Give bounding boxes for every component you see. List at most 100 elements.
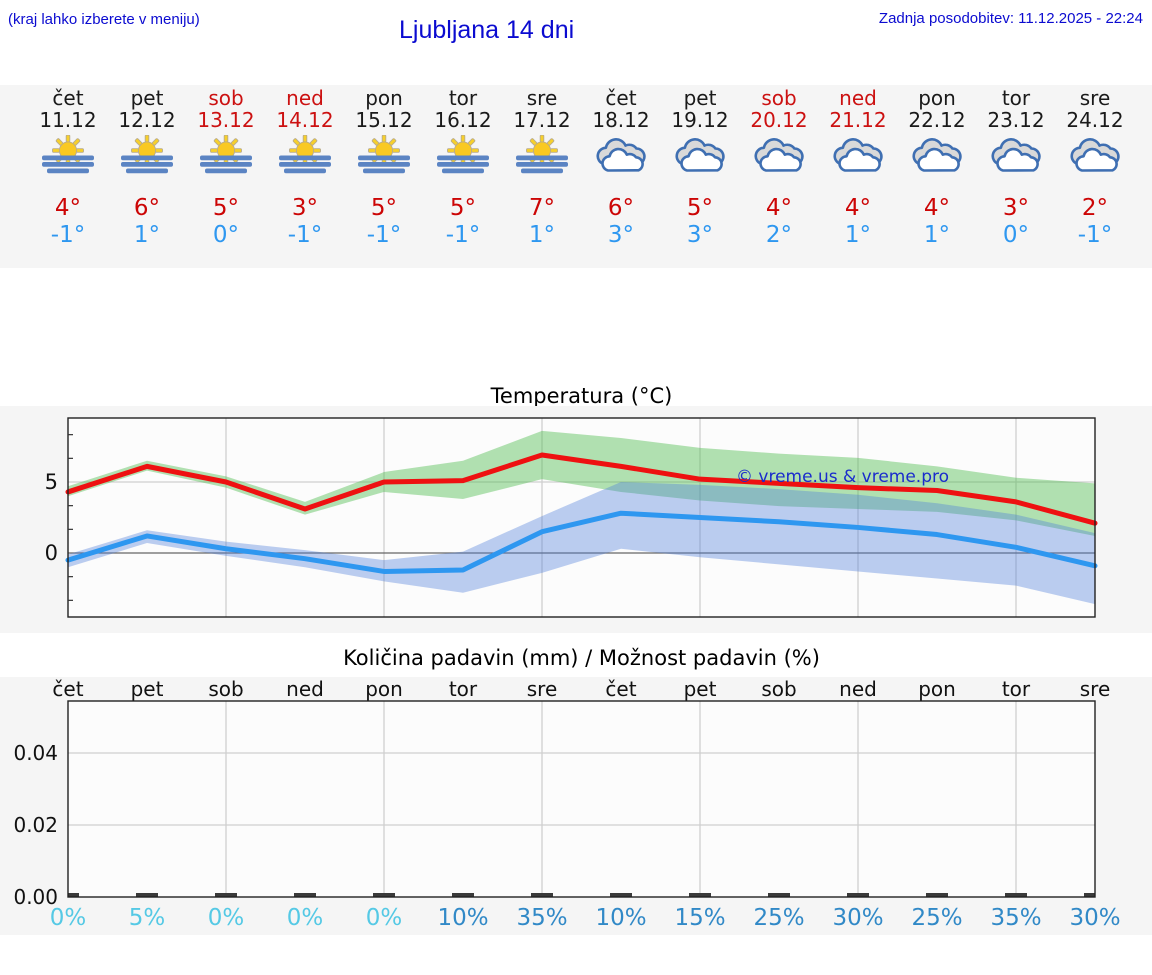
page-title: Ljubljana 14 dni: [399, 16, 575, 44]
day-name: sob: [208, 86, 244, 110]
day-name: pet: [683, 86, 717, 110]
low-temp: 3°: [607, 222, 635, 248]
weather-icon-slot: [582, 135, 661, 183]
day-label: tor: [449, 677, 478, 701]
forecast-day: čet 11.12 4° -1°: [29, 85, 108, 268]
weather-icon-slot: [424, 134, 503, 183]
precip-bar: [373, 893, 395, 897]
day-name: čet: [605, 86, 637, 110]
low-temp: 0°: [212, 222, 240, 248]
low-temp: -1°: [445, 222, 481, 248]
forecast-day: sob 20.12 4° 2°: [740, 85, 819, 268]
day-date: 22.12: [908, 108, 966, 132]
day-label: pon: [365, 677, 403, 701]
day-date: 17.12: [513, 108, 571, 132]
low-temp: 1°: [133, 222, 161, 248]
day-date: 14.12: [276, 108, 334, 132]
day-date: 18.12: [592, 108, 650, 132]
precip-bar: [1084, 893, 1095, 897]
sun-fog-icon: [42, 134, 94, 174]
watermark: © vreme.us & vreme.pro: [736, 467, 950, 487]
day-name: tor: [1001, 86, 1031, 110]
y-tick-label: 0.04: [13, 741, 58, 765]
precip-probability-label: 0%: [287, 905, 324, 931]
menu-note: (kraj lahko izberete v meniju): [8, 11, 200, 28]
weather-icon-slot: [898, 135, 977, 183]
precip-probability-label: 25%: [911, 905, 962, 931]
day-name: ned: [839, 86, 877, 110]
cloud-icon: [596, 138, 646, 172]
day-date: 15.12: [355, 108, 413, 132]
sun-fog-icon: [121, 134, 173, 174]
sun-fog-icon: [437, 134, 489, 174]
forecast-day: čet 18.12 6° 3°: [582, 85, 661, 268]
precipitation-chart: čet pet sob ned pon tor sre čet pet sob ned pon tor s…: [13, 677, 1120, 931]
forecast-day: sob 13.12 5° 0°: [187, 85, 266, 268]
y-tick-label: 5: [45, 470, 58, 494]
day-label: tor: [1002, 677, 1031, 701]
day-date: 20.12: [750, 108, 808, 132]
precip-bar: [610, 893, 632, 897]
low-temp: -1°: [287, 222, 323, 248]
high-temp: 4°: [923, 195, 951, 221]
high-temp: 3°: [1002, 195, 1030, 221]
weather-icon-slot: [345, 134, 424, 183]
forecast-day: pon 22.12 4° 1°: [898, 85, 977, 268]
precip-probability-label: 0%: [208, 905, 245, 931]
precip-bar: [531, 893, 553, 897]
precip-probability-label: 0%: [50, 905, 87, 931]
high-temp: 5°: [449, 195, 477, 221]
cloud-icon: [1070, 138, 1120, 172]
day-name: pon: [918, 86, 956, 110]
day-name: sre: [526, 86, 558, 110]
high-temp: 5°: [212, 195, 240, 221]
day-date: 12.12: [118, 108, 176, 132]
weather-icon-slot: [108, 134, 187, 183]
day-label: sob: [761, 677, 796, 701]
day-label: sre: [1080, 677, 1111, 701]
day-label: sre: [527, 677, 558, 701]
precip-probability-label: 10%: [437, 905, 488, 931]
day-label: ned: [286, 677, 324, 701]
precip-probability-label: 5%: [129, 905, 166, 931]
precip-probability-label: 0%: [366, 905, 403, 931]
precip-bar: [689, 893, 711, 897]
low-temp: -1°: [366, 222, 402, 248]
precip-probability-label: 10%: [595, 905, 646, 931]
precipitation-chart-section: čet pet sob ned pon tor sre čet pet sob ned pon tor s…: [0, 677, 1152, 935]
precip-bar: [1005, 893, 1027, 897]
day-date: 19.12: [671, 108, 729, 132]
precip-probability-label: 15%: [674, 905, 725, 931]
sun-fog-icon: [279, 134, 331, 174]
day-date: 24.12: [1066, 108, 1124, 132]
high-temp-line: [65, 452, 1098, 526]
high-temp: 5°: [370, 195, 398, 221]
forecast-day: ned 21.12 4° 1°: [819, 85, 898, 268]
cloud-icon: [991, 138, 1041, 172]
low-temp: 1°: [923, 222, 951, 248]
precip-probability-label: 25%: [753, 905, 804, 931]
day-name: sob: [761, 86, 797, 110]
day-label: ned: [839, 677, 877, 701]
high-temp: 3°: [291, 195, 319, 221]
cloud-icon: [754, 138, 804, 172]
precip-bar: [215, 893, 237, 897]
low_range-band: [68, 482, 1095, 605]
forecast-day: sre 24.12 2° -1°: [1056, 85, 1135, 268]
day-label: sob: [208, 677, 243, 701]
low-temp: 2°: [765, 222, 793, 248]
precip-bar: [768, 893, 790, 897]
day-date: 11.12: [39, 108, 97, 132]
sun-fog-icon: [516, 134, 568, 174]
forecast-day: ned 14.12 3° -1°: [266, 85, 345, 268]
cloud-icon: [675, 138, 725, 172]
precip-bar: [68, 893, 79, 897]
forecast-day: tor 16.12 5° -1°: [424, 85, 503, 268]
sun-fog-icon: [358, 134, 410, 174]
day-name: ned: [286, 86, 324, 110]
weather-icon-slot: [977, 135, 1056, 183]
forecast-day: pet 19.12 5° 3°: [661, 85, 740, 268]
low-temp: -1°: [50, 222, 86, 248]
high-temp: 4°: [844, 195, 872, 221]
